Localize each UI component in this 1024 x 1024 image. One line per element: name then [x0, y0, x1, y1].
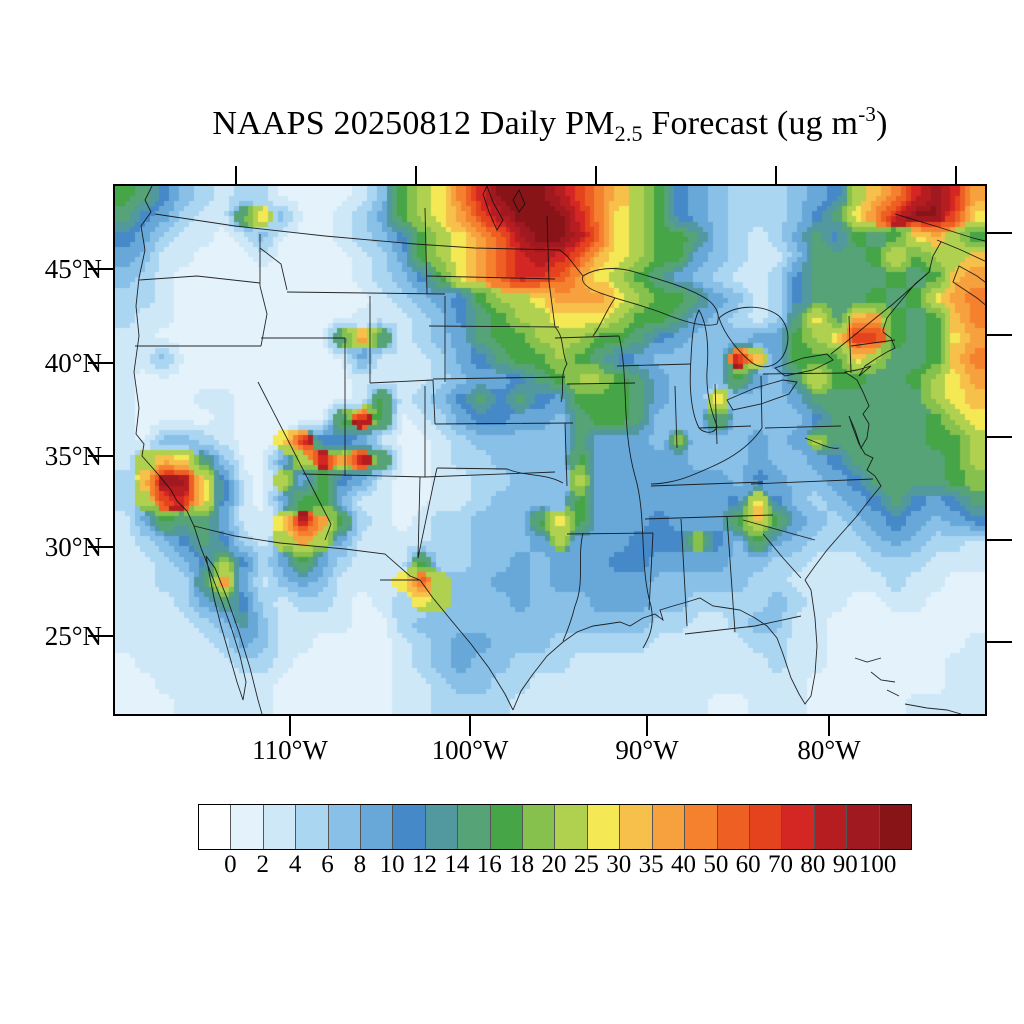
- y-axis-tick: [88, 268, 114, 270]
- page-title: NAAPS 20250812 Daily PM2.5 Forecast (ug …: [80, 102, 1020, 147]
- colorbar-tick-label: 60: [735, 851, 761, 878]
- right-axis-tick: [986, 232, 1012, 234]
- colorbar-segment: [457, 805, 490, 849]
- colorbar-segment: [846, 805, 879, 849]
- colorbar-segment: [295, 805, 328, 849]
- colorbar-tick-label: 70: [768, 851, 794, 878]
- y-axis-tick: [88, 362, 114, 364]
- right-axis-tick: [986, 641, 1012, 643]
- colorbar-segment: [748, 805, 782, 849]
- colorbar-segment: [360, 805, 393, 849]
- top-axis-tick: [415, 166, 417, 186]
- colorbar-tick-label: 30: [606, 851, 632, 878]
- top-axis-tick: [235, 166, 237, 186]
- x-axis-tick-label: 110°W: [252, 735, 328, 765]
- colorbar-tick-label: 14: [444, 851, 470, 878]
- y-axis-tick-label: 45°N: [44, 254, 102, 284]
- x-axis-tick: [469, 716, 471, 736]
- colorbar-tick-label: 20: [541, 851, 567, 878]
- x-axis-tick: [828, 716, 830, 736]
- colorbar-segment: [619, 805, 652, 849]
- colorbar-segment: [554, 805, 587, 849]
- colorbar-tick-label: 6: [321, 851, 334, 878]
- colorbar-tick-label: 8: [353, 851, 367, 878]
- colorbar-tick-label: 10: [379, 851, 405, 878]
- map-plot-area: [113, 184, 987, 716]
- x-axis-tick: [646, 716, 648, 736]
- y-axis-tick-label: 30°N: [44, 532, 102, 562]
- colorbar-segment: [522, 805, 555, 849]
- colorbar-tick-label: 90: [832, 851, 858, 878]
- x-axis-tick-label: 100°W: [431, 735, 509, 765]
- colorbar-segment: [781, 805, 814, 849]
- colorbar-segment: [230, 805, 263, 849]
- colorbar-tick-label: 16: [476, 851, 502, 878]
- colorbar-tick-label: 80: [800, 851, 826, 878]
- colorbar-tick-label: 0: [224, 851, 237, 878]
- top-axis-tick: [955, 166, 957, 186]
- x-axis-tick: [289, 716, 291, 736]
- colorbar-tick-label: 40: [670, 851, 696, 878]
- right-axis-tick: [986, 334, 1012, 336]
- colorbar-tick-label: 35: [638, 851, 664, 878]
- state-boundaries-overlay: [133, 186, 985, 714]
- colorbar-segment: [489, 805, 523, 849]
- colorbar-segment: [684, 805, 717, 849]
- x-axis-tick-label: 80°W: [797, 735, 861, 765]
- title-text: NAAPS 20250812 Daily PM: [212, 105, 615, 142]
- colorbar-segment: [716, 805, 749, 849]
- colorbar-segment: [262, 805, 296, 849]
- right-axis-tick: [986, 539, 1012, 541]
- right-axis-tick: [986, 436, 1012, 438]
- title-text-end: ): [876, 105, 888, 142]
- colorbar-tick-label: 12: [412, 851, 438, 878]
- y-axis-tick: [88, 635, 114, 637]
- y-axis-tick-label: 25°N: [44, 621, 102, 651]
- x-axis-tick-label: 90°W: [615, 735, 679, 765]
- colorbar-segment: [651, 805, 685, 849]
- colorbar-tick-label: 4: [288, 851, 302, 878]
- y-axis-tick: [88, 455, 114, 457]
- top-axis-tick: [775, 166, 777, 186]
- colorbar-segment: [586, 805, 620, 849]
- colorbar-segment: [878, 805, 911, 849]
- top-axis-tick: [595, 166, 597, 186]
- colorbar-tick-label: 50: [703, 851, 729, 878]
- colorbar-tick-label: 2: [256, 851, 269, 878]
- colorbar: [198, 804, 912, 850]
- colorbar-segment: [392, 805, 425, 849]
- colorbar-segment: [199, 805, 231, 849]
- colorbar-tick-label: 25: [573, 851, 599, 878]
- colorbar-tick-label: 100: [858, 851, 897, 878]
- title-text-mid: Forecast (ug m: [642, 105, 859, 142]
- y-axis-tick-label: 40°N: [44, 348, 102, 378]
- colorbar-segment: [327, 805, 361, 849]
- country-and-state-boundaries: [133, 186, 985, 714]
- colorbar-segment: [813, 805, 847, 849]
- title-superscript: -3: [858, 102, 877, 126]
- colorbar-segment: [424, 805, 458, 849]
- y-axis-tick: [88, 546, 114, 548]
- title-subscript: 2.5: [614, 121, 643, 146]
- colorbar-tick-label: 18: [509, 851, 535, 878]
- y-axis-tick-label: 35°N: [44, 441, 102, 471]
